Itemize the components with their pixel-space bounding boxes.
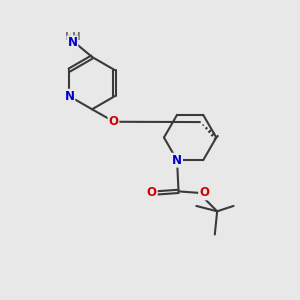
Text: O: O <box>199 186 209 200</box>
Text: O: O <box>147 186 157 200</box>
Text: O: O <box>108 115 118 128</box>
Text: N: N <box>68 36 77 49</box>
Text: N: N <box>172 154 182 167</box>
Text: H: H <box>65 32 74 42</box>
Text: H: H <box>72 32 80 42</box>
Text: N: N <box>64 90 74 103</box>
